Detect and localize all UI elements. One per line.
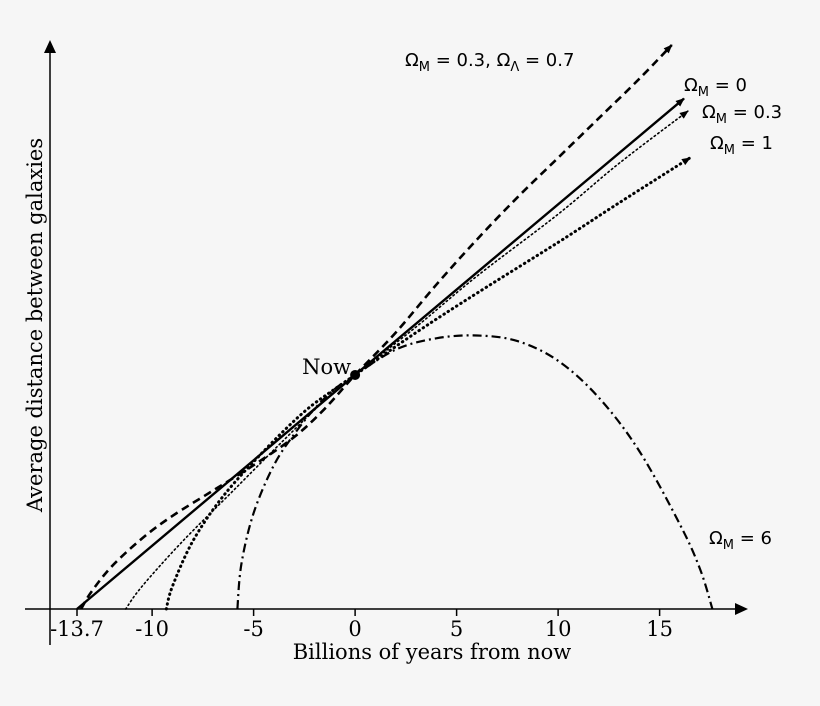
y-axis-label: Average distance between galaxies [23,138,47,513]
series-layer [76,44,714,611]
series-label-omega-0: ΩM = 0 [684,75,747,100]
y-axis-arrow [44,40,56,53]
x-tick-label: -10 [135,617,169,641]
series-line-3 [164,156,692,611]
series-line-4 [236,334,714,610]
x-axis-arrow [735,603,748,615]
x-tick-label: -13.7 [50,617,104,641]
series-line-1 [76,97,685,610]
x-tick-label: 0 [348,617,361,641]
now-label: Now [302,355,351,379]
series-line-2 [124,110,689,610]
series-label-omega-6: ΩM = 6 [709,528,772,553]
x-tick-label: -5 [243,617,263,641]
x-tick-label: 10 [545,617,572,641]
series-label-omega-1: ΩM = 1 [710,133,773,158]
series-label-omega-03: ΩM = 0.3 [702,102,782,127]
series-label-lambda: ΩM = 0.3, ΩΛ = 0.7 [405,50,574,75]
series-line-0 [79,44,673,610]
x-ticks: -13.7 -10 -5 0 5 10 15 [50,609,673,641]
now-point [350,369,361,380]
x-tick-label: 15 [646,617,673,641]
x-tick-label: 5 [450,617,463,641]
x-axis-label: Billions of years from now [293,640,572,664]
